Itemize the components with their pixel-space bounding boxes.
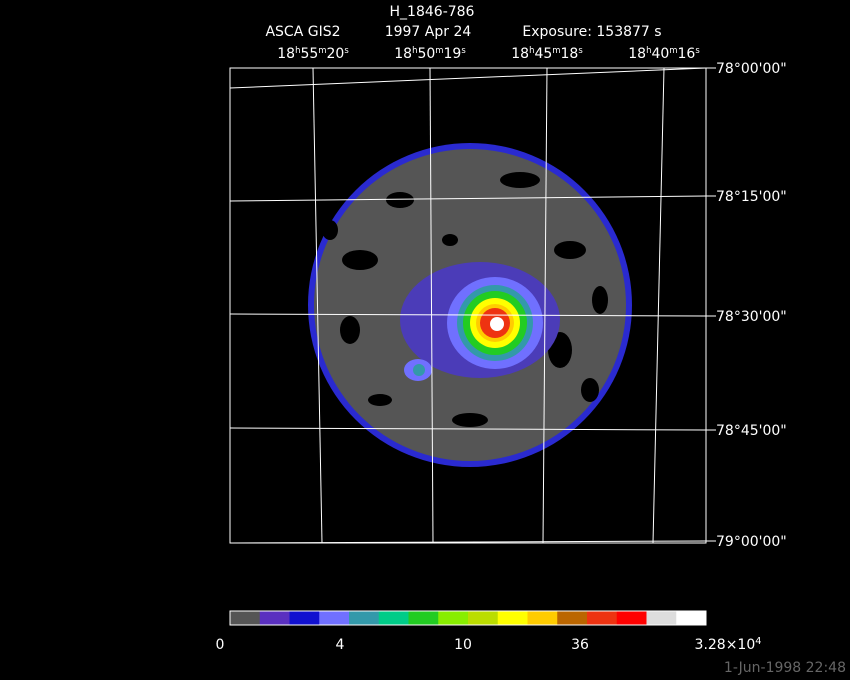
dec-label: 78°15'00" [716,189,787,205]
colorbar-segment [408,611,439,625]
colorbar-segment [587,611,618,625]
label-part: 55 [300,46,318,62]
label-part: 10 [454,637,472,653]
superscript: h [529,45,534,55]
label: 18h55m20s [277,45,348,62]
label-part: 36 [571,637,589,653]
date: 1997 Apr 24 [385,24,472,40]
colorbar-segment [497,611,528,625]
timestamp: 1-Jun-1998 22:48 [724,660,846,676]
label-part: 45 [534,46,552,62]
instrument: ASCA GIS2 [265,24,340,40]
dec-label: 78°45'00" [716,423,787,439]
superscript: h [295,45,300,55]
colorbar-segment [438,611,469,625]
label: 36 [571,637,589,653]
superscript: s [461,45,465,55]
colorbar-segment [676,611,707,625]
label-part: 0 [216,637,225,653]
image-frame [229,67,707,544]
dec-label: 78°00'00" [716,61,787,77]
colorbar: 0 4 10 36 3.28×104 [216,610,762,654]
ra-labels: 18h55m20s 18h50m19s 18h45m18s 18h40m16s [277,45,699,62]
superscript: h [646,45,651,55]
label: 18h45m18s [511,45,582,62]
noise [322,172,608,427]
label-part: 18 [561,46,579,62]
label-part: 18 [277,46,295,62]
label: 10 [454,637,472,653]
label-part: 4 [336,637,345,653]
label-part: 19 [444,46,462,62]
colorbar-segment [527,611,558,625]
dec-label: 79°00'00" [716,534,787,550]
label-part: 3.28×10 [695,637,756,653]
superscript: s [344,45,348,55]
second-source-core [413,364,425,376]
colorbar-segment [319,611,350,625]
superscript: m [669,45,677,55]
label-part: 40 [651,46,669,62]
label: 0 [216,637,225,653]
image [229,67,707,544]
label-part: 18 [628,46,646,62]
label: 18h40m16s [628,45,699,62]
label-part: 16 [678,46,696,62]
colorbar-segment [259,611,290,625]
superscript: m [318,45,326,55]
superscript: s [695,45,699,55]
colorbar-segment [557,611,588,625]
label: 3.28×104 [695,636,762,654]
colorbar-frame [229,610,707,626]
superscript: h [412,45,417,55]
colorbar-segment [646,611,677,625]
source-core [490,317,504,331]
colorbar-segment [230,611,261,625]
colorbar-segment [468,611,499,625]
coordinate-grid [229,67,707,544]
label-part: 50 [417,46,435,62]
colorbar-segment [378,611,409,625]
colorbar-segment [349,611,380,625]
superscript: m [552,45,560,55]
superscript: 4 [755,636,761,647]
superscript: m [435,45,443,55]
superscript: s [578,45,582,55]
label: 4 [336,637,345,653]
label-part: 18 [394,46,412,62]
label-part: 18 [511,46,529,62]
exposure: Exposure: 153877 s [522,24,661,40]
label-part: 20 [327,46,345,62]
dec-label: 78°30'00" [716,309,787,325]
colorbar-segment [616,611,647,625]
label: 18h50m19s [394,45,465,62]
title: H_1846-786 [390,4,475,20]
colorbar-segment [289,611,320,625]
dec-labels: 78°00'00" 78°15'00" 78°30'00" 78°45'00" 79°0… [706,61,787,550]
